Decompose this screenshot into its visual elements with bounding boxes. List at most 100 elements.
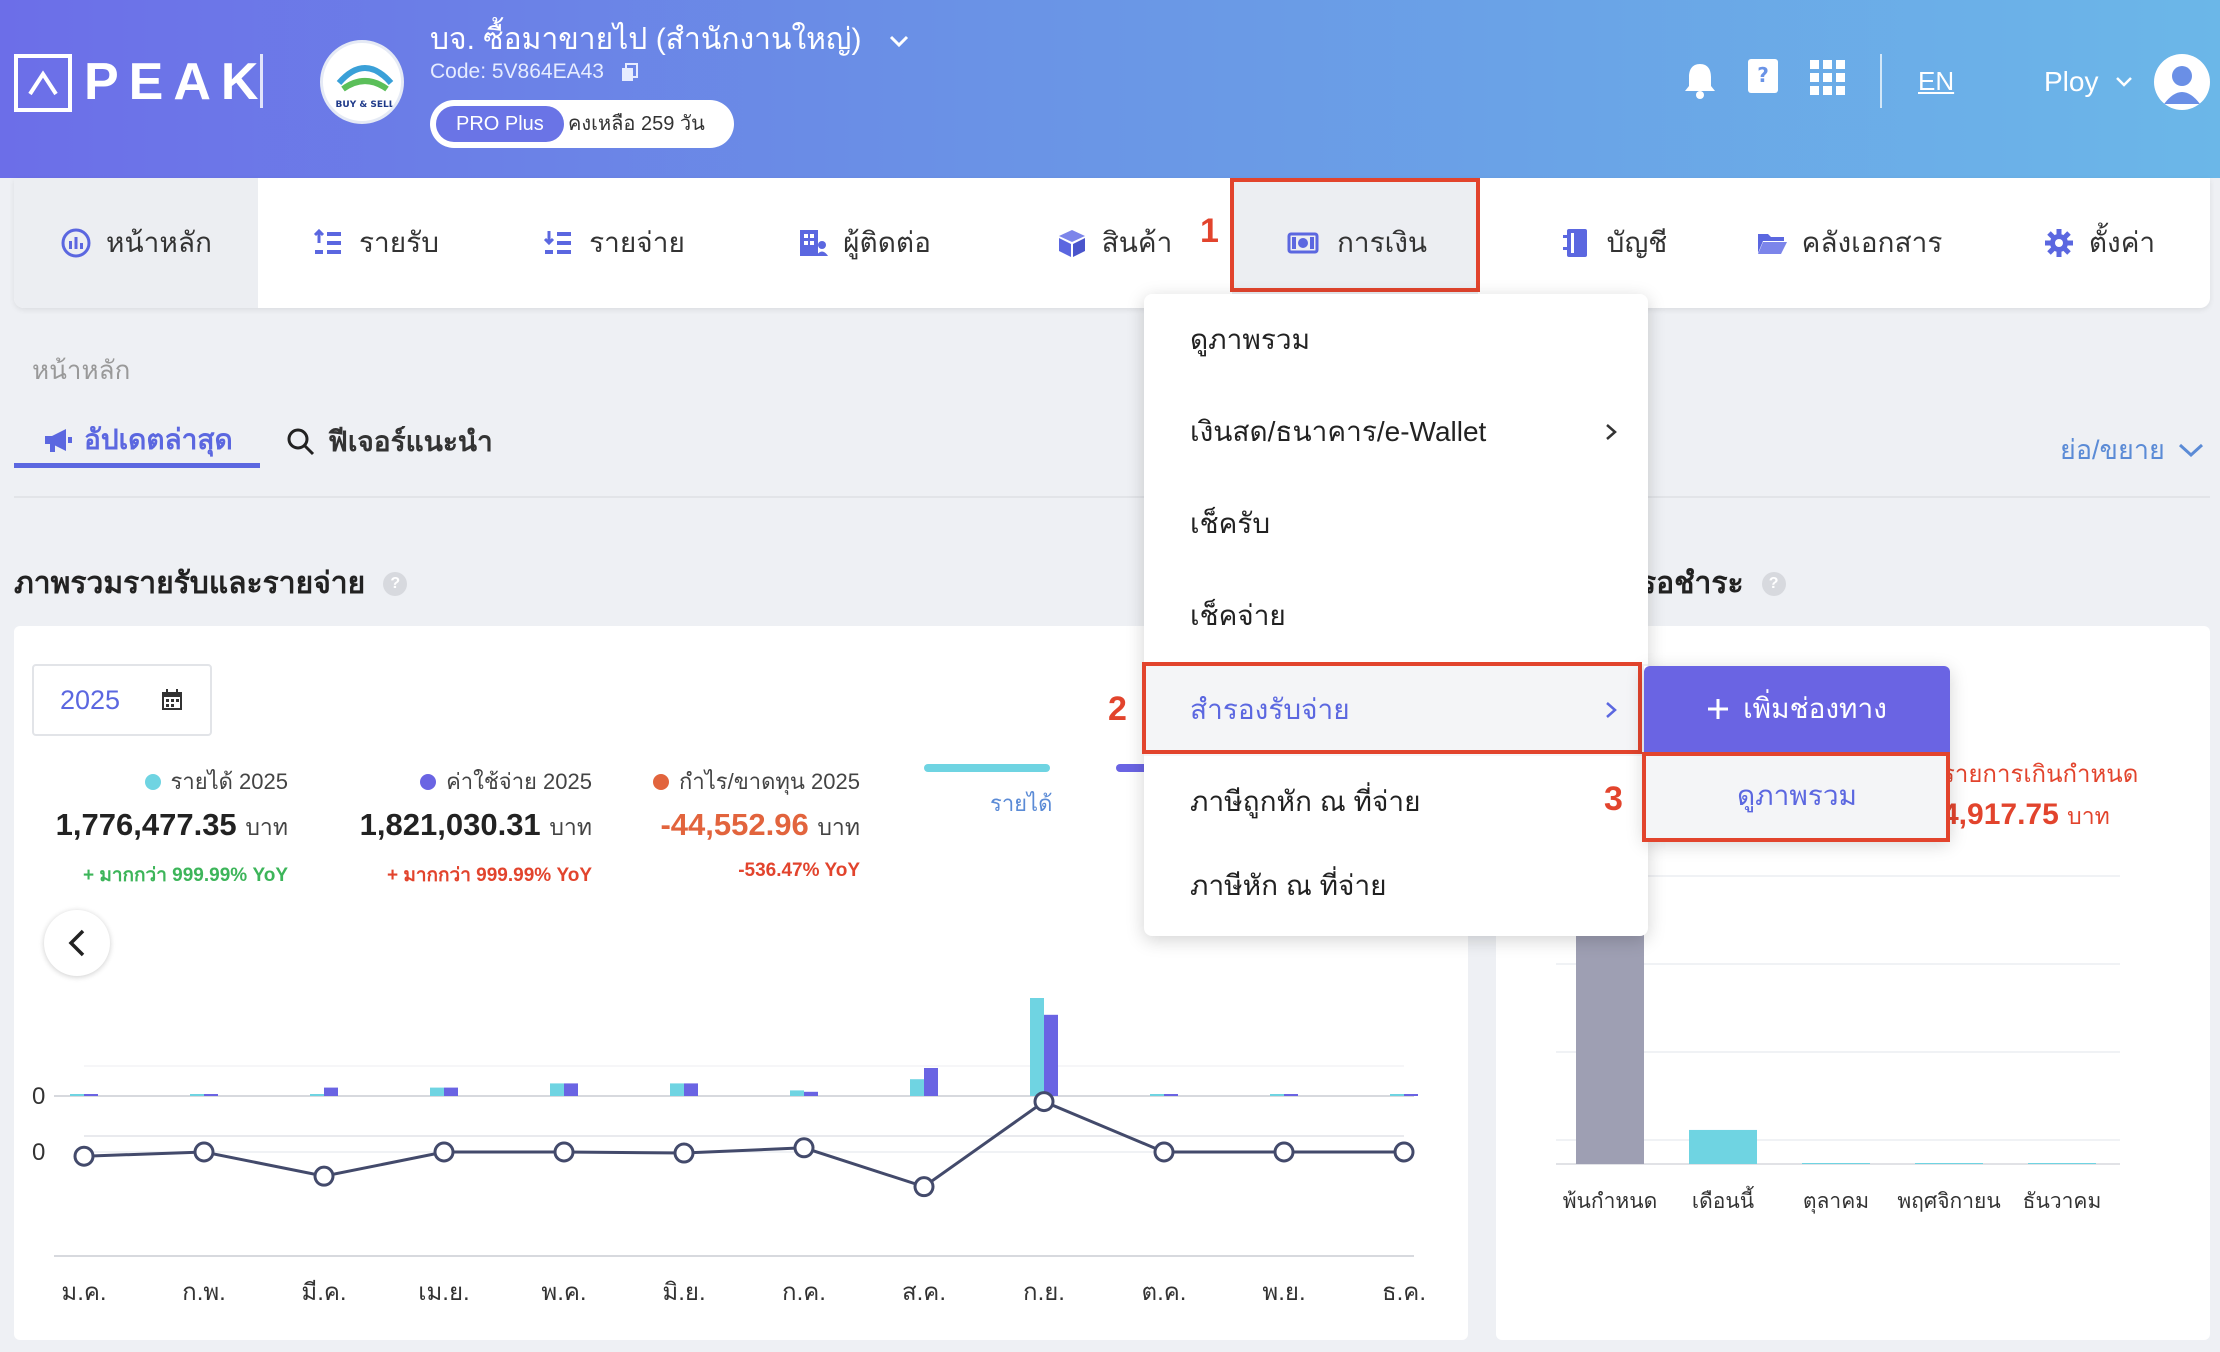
aging-bar (1915, 1163, 1983, 1164)
x-tick-label: ม.ค. (61, 1279, 106, 1306)
menu-item-cash-bank[interactable]: เงินสด/ธนาคาร/e-Wallet (1144, 386, 1648, 478)
income-list-icon (313, 228, 341, 254)
bar-expense (1284, 1094, 1298, 1096)
nav-item-contacts[interactable]: ผู้ติดต่อ (744, 178, 984, 308)
chevron-down-icon[interactable] (888, 34, 910, 48)
step-marker-3: 3 (1604, 780, 1623, 818)
x-tick-label: ก.ค. (782, 1279, 826, 1306)
aging-bar (2028, 1163, 2096, 1164)
main-nav: หน้าหลัก รายรับ รายจ่าย ผู้ติดต่อ สินค้า… (14, 178, 2210, 308)
bar-expense (1044, 1014, 1058, 1096)
company-logo[interactable]: BUY & SELL (320, 40, 404, 124)
x-tick-label: ต.ค. (1142, 1279, 1187, 1306)
chevron-left-icon[interactable] (44, 910, 110, 976)
profit-point (1153, 1141, 1175, 1163)
chevron-down-icon (2178, 443, 2203, 457)
menu-item-cheque-receive[interactable]: เช็ครับ (1190, 508, 1271, 539)
tab-features[interactable]: ฟีเจอร์แนะนำ (286, 416, 493, 468)
plan-badge[interactable]: PRO Plus คงเหลือ 259 วัน (430, 100, 734, 148)
help-book-icon[interactable]: ? (1745, 56, 1781, 96)
section-title-pending: รอชำระ ? (1640, 560, 1786, 607)
bar-income (1150, 1094, 1164, 1096)
bar-expense (204, 1094, 218, 1096)
legend-swatch-income[interactable] (924, 764, 1050, 772)
legend-dot (653, 773, 670, 790)
x-tick-label: ก.ย. (1023, 1279, 1065, 1306)
peak-logo-icon[interactable] (14, 54, 72, 112)
nav-item-finance[interactable]: การเงิน (1232, 178, 1478, 308)
nav-item-products[interactable]: สินค้า (1014, 178, 1214, 308)
x-tick-label: มิ.ย. (662, 1279, 705, 1306)
gear-icon (2044, 229, 2073, 257)
company-name[interactable]: บจ. ซื้อมาขายไป (สำนักงานใหญ่) (430, 23, 862, 56)
tabs-divider (14, 496, 2210, 498)
nav-item-income[interactable]: รายรับ (266, 178, 486, 308)
aging-bar (1576, 902, 1644, 1164)
chevron-right-icon (1606, 702, 1617, 718)
line-y-tick-label: 0 (32, 1139, 45, 1166)
x-tick-label: พ้นกำหนด (1563, 1190, 1658, 1213)
apps-grid-icon[interactable] (1808, 58, 1848, 98)
x-tick-label: ธ.ค. (1382, 1279, 1426, 1306)
tab-updates[interactable]: อัปเดตล่าสุด (14, 416, 260, 468)
nav-label: การเงิน (1336, 227, 1428, 258)
x-tick-label: พฤศจิกายน (1897, 1190, 2000, 1213)
nav-label: รายรับ (359, 227, 439, 258)
collapse-toggle[interactable]: ย่อ/ขยาย (2060, 428, 2205, 471)
add-channel-button[interactable]: เพิ่มช่องทาง (1644, 666, 1950, 752)
user-avatar-icon[interactable] (2154, 54, 2210, 110)
menu-item-petty-cash[interactable]: สำรองรับจ่าย (1144, 664, 1648, 756)
menu-item-withholding-received[interactable]: ภาษีถูกหัก ณ ที่จ่าย (1190, 786, 1421, 817)
aging-bar (1689, 1129, 1757, 1164)
header-divider (1880, 54, 1882, 108)
nav-label: หน้าหลัก (106, 227, 212, 258)
x-tick-label: เม.ย. (418, 1279, 469, 1306)
nav-item-settings[interactable]: ตั้งค่า (2004, 178, 2194, 308)
nav-label: รายจ่าย (589, 227, 685, 258)
bar-income (430, 1087, 444, 1096)
box-icon (1058, 230, 1085, 257)
nav-item-expense[interactable]: รายจ่าย (504, 178, 724, 308)
expense-list-icon (544, 231, 572, 254)
stat-profit: กำไร/ขาดทุน 2025 -44,552.96 บาท -536.47%… (614, 764, 860, 882)
menu-item-overview[interactable]: ดูภาพรวม (1190, 324, 1311, 355)
plan-name: PRO Plus (436, 106, 564, 142)
nav-item-home[interactable]: หน้าหลัก (14, 178, 258, 308)
x-tick-label: พ.ค. (541, 1279, 586, 1306)
legend-dot (144, 773, 161, 790)
bar-expense (1164, 1094, 1178, 1096)
question-icon[interactable]: ? (383, 571, 408, 596)
peak-logo-text[interactable]: PEAK (84, 53, 269, 111)
bar-income (790, 1090, 804, 1096)
question-icon[interactable]: ? (1761, 571, 1786, 596)
nav-label: ผู้ติดต่อ (843, 227, 931, 258)
nav-item-documents[interactable]: คลังเอกสาร (1724, 178, 1974, 308)
submenu-item-overview[interactable]: ดูภาพรวม (1644, 752, 1950, 840)
menu-item-cheque-pay[interactable]: เช็คจ่าย (1190, 600, 1286, 631)
ledger-icon (1562, 229, 1587, 257)
bell-icon[interactable] (1682, 60, 1718, 100)
copy-icon[interactable] (620, 62, 640, 82)
top-header: PEAK BUY & SELL บจ. ซื้อมาขายไป (สำนักงา… (0, 0, 2220, 178)
bar-y-tick-label: 0 (32, 1083, 45, 1110)
stat-expense: ค่าใช้จ่าย 2025 1,821,030.31 บาท + มากกว… (359, 769, 592, 886)
bar-income (1270, 1094, 1284, 1096)
profit-point (193, 1141, 215, 1163)
profit-point (673, 1142, 695, 1164)
highlight-box-overview (1642, 752, 1950, 842)
user-name[interactable]: Ploy (2044, 66, 2099, 97)
profit-point (1393, 1141, 1415, 1163)
dashboard-icon (61, 228, 91, 258)
menu-item-withholding-paid[interactable]: ภาษีหัก ณ ที่จ่าย (1190, 870, 1387, 901)
stat-income: รายได้ 2025 1,776,477.35 บาท + มากกว่า 9… (55, 769, 288, 886)
nav-label: สินค้า (1101, 227, 1173, 258)
profit-point (433, 1141, 455, 1163)
chevron-down-icon[interactable] (2114, 76, 2134, 88)
company-switcher[interactable]: บจ. ซื้อมาขายไป (สำนักงานใหญ่) (430, 16, 910, 63)
legend-label-income[interactable]: รายได้ (990, 791, 1053, 816)
bar-income (70, 1094, 84, 1096)
language-switch[interactable]: EN (1918, 66, 1955, 96)
legend-swatch-expense[interactable] (1116, 764, 1156, 772)
nav-item-accounts[interactable]: บัญชี (1514, 178, 1714, 308)
year-picker[interactable]: 2025 (32, 664, 212, 736)
